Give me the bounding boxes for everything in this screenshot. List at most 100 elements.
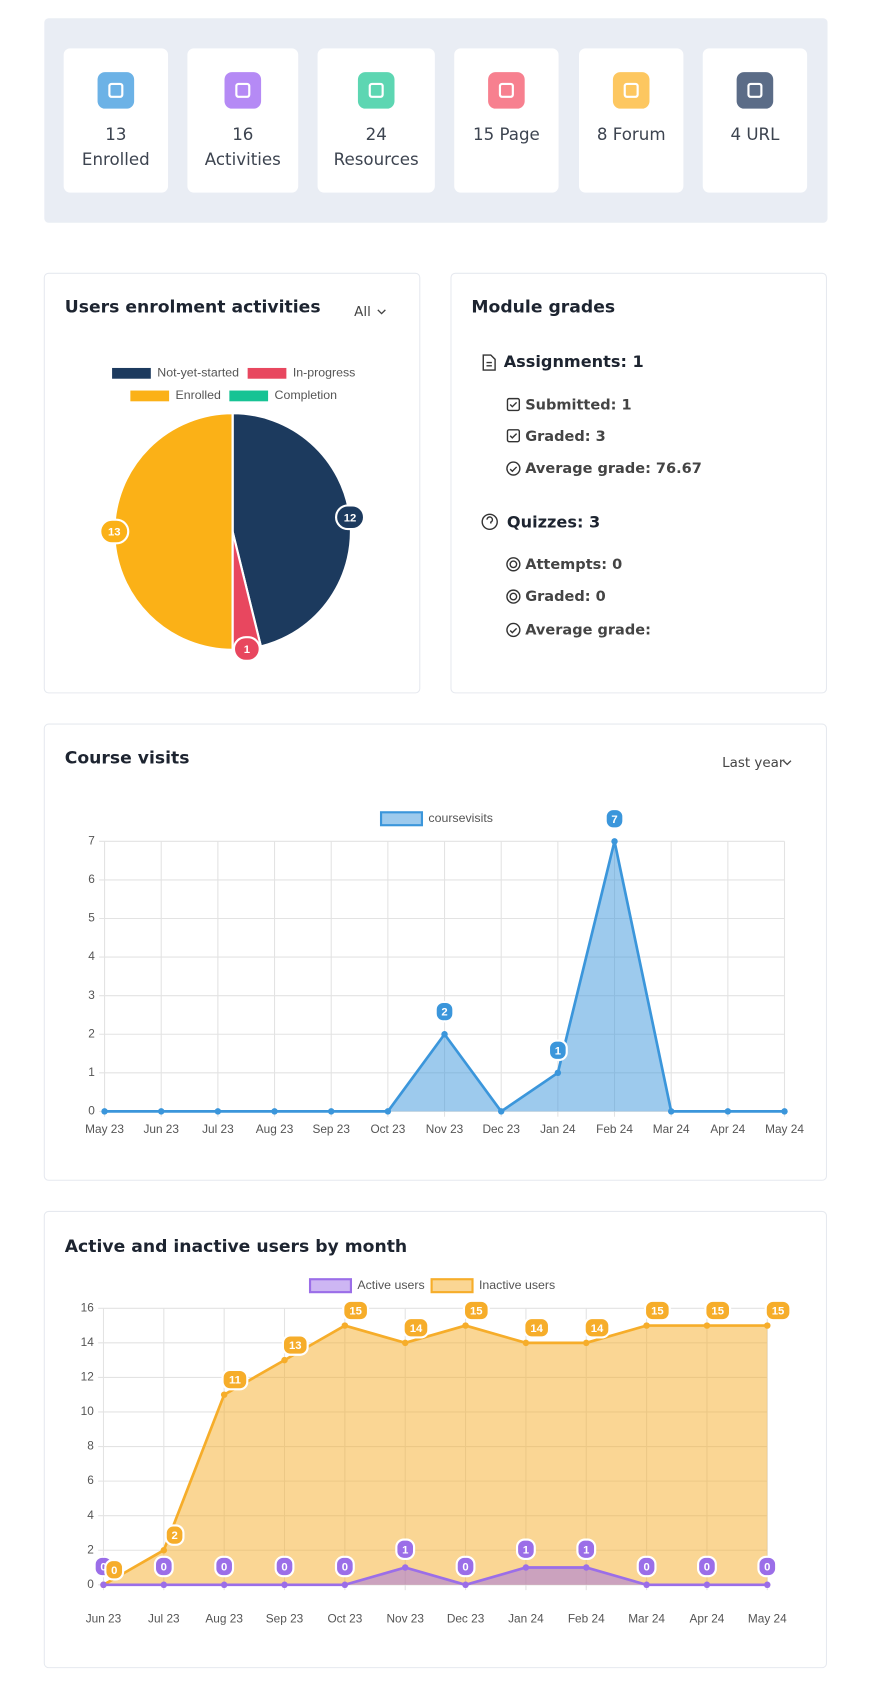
assignments-heading: Assignments: 1 bbox=[504, 352, 644, 371]
stat-card bbox=[579, 48, 684, 193]
stat-icon bbox=[357, 72, 395, 109]
point bbox=[724, 1108, 732, 1115]
value-badge bbox=[547, 1039, 568, 1061]
point bbox=[643, 1322, 650, 1329]
x-tick-label: Jul 23 bbox=[148, 1611, 180, 1625]
y-tick-label: 2 bbox=[88, 1026, 95, 1040]
data-label: 0 bbox=[643, 1562, 649, 1574]
y-tick-label: 0 bbox=[88, 1104, 95, 1118]
dropdown-chevron bbox=[377, 309, 386, 315]
value-badge bbox=[232, 636, 261, 662]
point bbox=[441, 1031, 448, 1038]
x-tick-label: Apr 24 bbox=[690, 1611, 725, 1625]
point bbox=[497, 1108, 505, 1115]
data-label: 13 bbox=[289, 1340, 302, 1352]
y-tick-label: 10 bbox=[81, 1404, 95, 1418]
y-tick-label: 4 bbox=[88, 949, 95, 963]
value-badge bbox=[704, 1299, 732, 1322]
x-tick-label: May 24 bbox=[748, 1611, 787, 1625]
grade-icons bbox=[481, 354, 521, 638]
stat-text: Enrolled bbox=[82, 150, 150, 169]
stat-icon bbox=[612, 72, 650, 109]
data-label: 15 bbox=[470, 1306, 483, 1318]
stat-text: 4 URL bbox=[730, 125, 780, 144]
point bbox=[583, 1339, 590, 1347]
circle-check-icon bbox=[506, 622, 521, 638]
x-tick-label: Aug 23 bbox=[256, 1122, 294, 1136]
data-label: 1 bbox=[523, 1544, 529, 1556]
data-label: 0 bbox=[221, 1562, 227, 1574]
grade-item: Attempts: 0 bbox=[525, 557, 622, 573]
target-icon bbox=[506, 557, 521, 572]
value-badge bbox=[335, 504, 366, 531]
legend-swatch bbox=[379, 811, 424, 827]
point bbox=[554, 1069, 562, 1077]
value-badge bbox=[214, 1555, 235, 1578]
data-label: 0 bbox=[111, 1565, 117, 1577]
data-label: 7 bbox=[611, 814, 617, 826]
point bbox=[341, 1322, 349, 1329]
data-label: 0 bbox=[462, 1562, 468, 1574]
grade-item: Average grade: bbox=[525, 622, 651, 638]
legend-swatch bbox=[112, 367, 151, 379]
stat-text: Resources bbox=[334, 150, 419, 169]
data-label: 14 bbox=[410, 1323, 423, 1335]
y-tick-label: 6 bbox=[87, 1473, 94, 1487]
value-badge bbox=[757, 1555, 778, 1578]
filter-dropdown[interactable]: Last year bbox=[722, 756, 785, 771]
legend-label: Enrolled bbox=[176, 388, 221, 402]
point bbox=[764, 1581, 771, 1589]
target-icon bbox=[509, 592, 518, 601]
stat-card bbox=[454, 48, 559, 193]
y-tick-label: 8 bbox=[87, 1439, 94, 1453]
x-tick-label: Aug 23 bbox=[205, 1611, 243, 1625]
grade-item: Graded: 0 bbox=[525, 589, 605, 605]
point bbox=[611, 838, 618, 845]
stat-icon bbox=[224, 72, 262, 109]
y-tick-label: 4 bbox=[87, 1508, 94, 1522]
point bbox=[583, 1564, 590, 1571]
value-badge bbox=[576, 1538, 597, 1560]
x-tick-label: Feb 24 bbox=[596, 1122, 633, 1136]
stat-card bbox=[63, 48, 169, 193]
point bbox=[703, 1581, 711, 1589]
dropdown-chevron bbox=[782, 760, 792, 766]
stat-text: 16 bbox=[232, 125, 253, 144]
point bbox=[667, 1108, 675, 1115]
legend-label: Inactive users bbox=[479, 1278, 555, 1292]
check-icon bbox=[506, 429, 521, 443]
legend-swatch bbox=[430, 1278, 474, 1294]
data-label: 2 bbox=[441, 1007, 447, 1019]
question-mark bbox=[486, 516, 494, 524]
data-label: 1 bbox=[402, 1544, 408, 1556]
line bbox=[102, 1324, 768, 1586]
point bbox=[281, 1356, 288, 1364]
stat-text: 8 Forum bbox=[597, 125, 666, 144]
stat-text: 24 bbox=[366, 125, 387, 144]
y-tick-label: 16 bbox=[81, 1300, 95, 1314]
x-tick-label: Sep 23 bbox=[312, 1122, 350, 1136]
stat-card bbox=[317, 48, 435, 193]
y-tick-label: 3 bbox=[88, 988, 95, 1002]
value-badge bbox=[523, 1317, 551, 1339]
grade-item: Submitted: 1 bbox=[525, 398, 631, 414]
stat-glyph bbox=[623, 82, 639, 98]
x-tick-label: Dec 23 bbox=[482, 1122, 520, 1136]
value-badge bbox=[434, 1000, 455, 1023]
x-tick-label: Jun 23 bbox=[86, 1611, 122, 1625]
filter-dropdown[interactable]: All bbox=[354, 305, 371, 320]
check-mark bbox=[509, 627, 518, 634]
stat-glyph bbox=[108, 82, 124, 98]
check-mark bbox=[509, 401, 518, 408]
chart-title: Users enrolment activities bbox=[65, 298, 321, 318]
data-label: 0 bbox=[342, 1562, 348, 1574]
legend-swatch bbox=[229, 390, 269, 402]
chart-title: Course visits bbox=[65, 749, 190, 769]
data-label: 2 bbox=[171, 1530, 177, 1542]
y-tick-label: 6 bbox=[88, 872, 95, 886]
stat-card bbox=[702, 48, 808, 193]
doc-icon bbox=[482, 354, 496, 371]
question-icon bbox=[481, 513, 498, 531]
x-tick-label: Oct 23 bbox=[327, 1611, 362, 1625]
